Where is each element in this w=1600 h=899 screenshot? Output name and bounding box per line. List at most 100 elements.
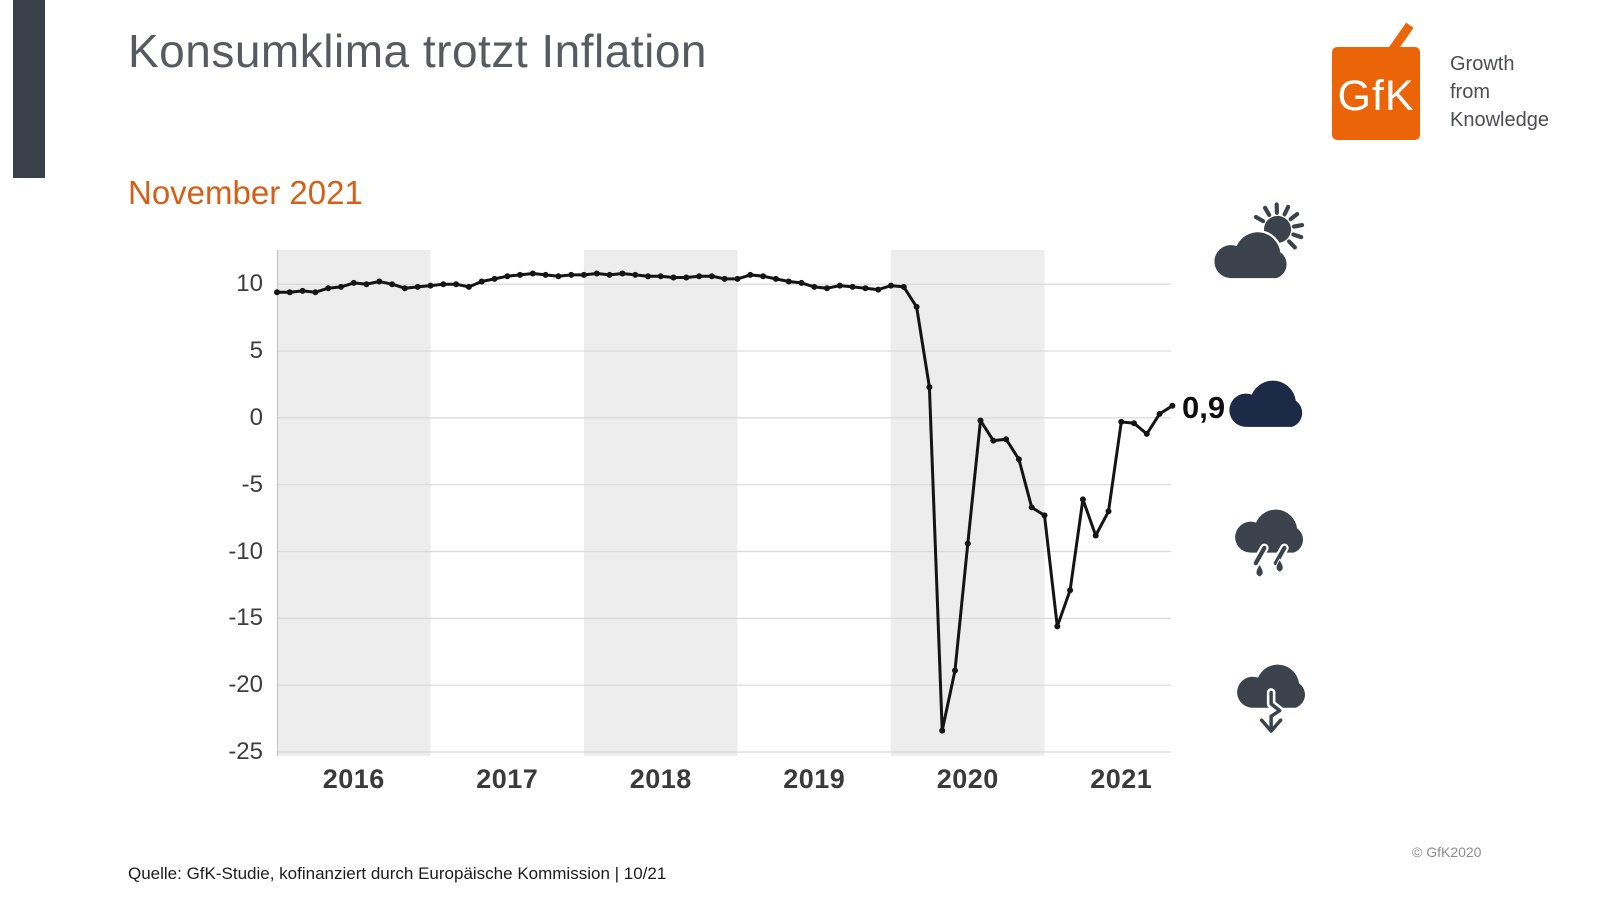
- data-point: [1054, 623, 1061, 630]
- data-point: [849, 283, 856, 290]
- tagline-line: from: [1450, 81, 1490, 103]
- data-point: [555, 273, 562, 280]
- y-tick-label: 0: [249, 403, 263, 431]
- sun-rays: [1253, 202, 1305, 250]
- year-band-2020: [891, 250, 1045, 756]
- data-point: [478, 278, 485, 285]
- data-point: [286, 289, 293, 296]
- data-point: [491, 275, 498, 282]
- data-point: [939, 727, 946, 734]
- data-point: [389, 281, 396, 288]
- data-point: [529, 270, 536, 277]
- year-band-2018: [584, 250, 738, 756]
- data-point: [798, 279, 805, 286]
- data-point: [657, 273, 664, 280]
- sun-behind-cloud-icon: [1212, 196, 1316, 292]
- data-point: [1092, 532, 1099, 539]
- data-point: [696, 273, 703, 280]
- data-point: [875, 286, 882, 293]
- data-point: [990, 437, 997, 444]
- data-point: [517, 271, 523, 278]
- data-point: [785, 278, 792, 285]
- data-point: [862, 285, 869, 292]
- year-label-2019: 2019: [783, 764, 846, 794]
- data-point: [747, 271, 754, 278]
- year-label-2016: 2016: [322, 764, 385, 794]
- data-point: [453, 281, 460, 288]
- chart-area: 10 5 0 -5 -10 -15 -20 -25 2016 2017 2018 2019 2020 2…: [0, 240, 1600, 810]
- data-point: [964, 540, 971, 547]
- y-tick-label: 5: [249, 337, 263, 365]
- year-band-2016: [277, 250, 431, 756]
- cloud-arrow-down-icon: [1232, 658, 1316, 746]
- data-point: [1015, 456, 1022, 463]
- data-point: [1131, 420, 1137, 427]
- data-point: [811, 283, 818, 290]
- data-point: [325, 285, 332, 292]
- data-point: [350, 279, 357, 286]
- data-point: [401, 285, 408, 292]
- y-tick-label: -15: [228, 604, 263, 632]
- data-point: [581, 271, 587, 278]
- data-point: [645, 273, 651, 280]
- data-point: [1003, 436, 1010, 443]
- data-point: [376, 278, 383, 285]
- data-point: [1079, 496, 1086, 503]
- side-accent-bar: [13, 0, 45, 178]
- gfk-logo-square: GfK: [1332, 47, 1420, 140]
- data-point: [900, 283, 907, 290]
- gfk-logo: GfK Growth from Knowledge: [1332, 20, 1572, 145]
- tagline-line: Growth: [1450, 53, 1515, 75]
- data-point: [683, 274, 690, 281]
- data-point: [465, 283, 472, 290]
- cloud-icon: [1226, 374, 1312, 434]
- data-point: [734, 275, 741, 282]
- data-point: [274, 289, 280, 296]
- end-value-label: 0,9: [1182, 390, 1226, 425]
- y-tick-label: -5: [241, 470, 263, 498]
- data-point: [721, 275, 728, 282]
- data-point: [299, 287, 306, 294]
- data-point: [888, 282, 894, 289]
- data-point: [568, 271, 575, 278]
- data-point: [1156, 410, 1163, 417]
- data-point: [312, 289, 319, 296]
- data-point: [1028, 504, 1035, 511]
- tagline-line: Knowledge: [1450, 109, 1549, 131]
- data-point: [760, 273, 767, 280]
- y-tick-label: -25: [228, 737, 263, 765]
- y-tick-label: -10: [228, 537, 263, 565]
- gfk-logo-tagline: Growth from Knowledge: [1450, 50, 1549, 134]
- year-label-2017: 2017: [476, 764, 539, 794]
- rain-cloud-icon: [1230, 503, 1314, 589]
- data-point: [504, 273, 511, 280]
- year-label-2020: 2020: [936, 764, 999, 794]
- data-point: [952, 667, 958, 674]
- y-tick-label: 10: [236, 270, 263, 298]
- data-point: [440, 281, 447, 288]
- data-point: [619, 270, 626, 277]
- data-point: [1041, 512, 1048, 519]
- gfk-logo-text: GfK: [1337, 72, 1415, 120]
- source-note: Quelle: GfK-Studie, kofinanziert durch E…: [128, 864, 667, 883]
- data-point: [1118, 418, 1125, 425]
- subtitle-date: November 2021: [128, 174, 363, 211]
- data-point: [427, 282, 434, 289]
- data-point: [772, 275, 779, 282]
- year-label-2018: 2018: [629, 764, 692, 794]
- year-label-2021: 2021: [1090, 764, 1153, 794]
- data-point: [414, 283, 421, 290]
- data-point: [913, 303, 920, 310]
- data-point: [1143, 430, 1150, 437]
- y-tick-label: -20: [228, 671, 263, 699]
- data-point: [632, 271, 639, 278]
- data-point: [338, 283, 344, 290]
- data-point: [593, 270, 600, 277]
- data-point: [1169, 402, 1176, 409]
- data-point: [363, 281, 370, 288]
- copyright-note: © GfK2020: [1412, 844, 1482, 860]
- data-point: [606, 271, 613, 278]
- data-point: [1105, 508, 1112, 515]
- data-point: [1067, 587, 1074, 594]
